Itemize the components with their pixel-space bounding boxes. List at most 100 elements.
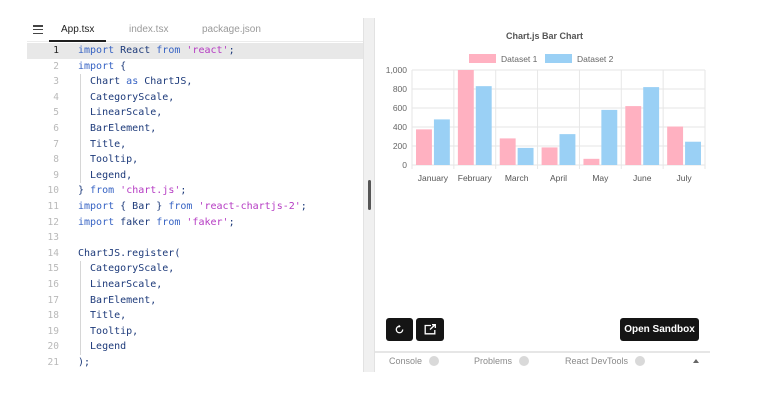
- code-line[interactable]: 3 Chart as ChartJS,: [27, 74, 363, 90]
- bar-february-1: [457, 70, 474, 165]
- code-text: import faker from 'faker';: [78, 215, 235, 231]
- code-text: } from 'chart.js';: [78, 183, 186, 199]
- code-token: from: [90, 185, 115, 197]
- line-number: 15: [47, 263, 59, 275]
- code-token: }: [78, 185, 91, 197]
- open-new-window-icon: [424, 324, 436, 335]
- code-token: LinearScale,: [78, 279, 163, 290]
- indent-guide: [80, 261, 81, 355]
- code-line[interactable]: 6 BarElement,: [27, 121, 363, 137]
- line-number: 10: [47, 185, 59, 197]
- bar-june-2: [643, 87, 660, 165]
- code-token: Tooltip,: [78, 325, 139, 337]
- bar-march-1: [499, 138, 516, 165]
- code-area[interactable]: 1 import React from 'react'; 2 import {3 Ch…: [27, 42, 363, 372]
- code-token: BarElement,: [78, 123, 157, 134]
- line-number: 14: [47, 247, 59, 259]
- code-line[interactable]: 15 CategoryScale,: [27, 261, 363, 277]
- code-text: CategoryScale,: [78, 90, 174, 106]
- code-token: import: [78, 216, 115, 228]
- x-tick-label: July: [677, 173, 693, 183]
- code-token: );: [78, 357, 91, 368]
- code-text: BarElement,: [78, 293, 156, 309]
- bar-january-1: [416, 129, 432, 165]
- code-token: CategoryScale,: [78, 91, 175, 103]
- open-sandbox-button[interactable]: Open Sandbox: [620, 318, 699, 341]
- menu-icon[interactable]: [33, 25, 43, 35]
- code-text: Title,: [78, 137, 126, 153]
- legend-label: Dataset 1: [501, 54, 538, 64]
- code-text: BarElement,: [78, 121, 156, 137]
- tab-app-tsx[interactable]: App.tsx: [48, 18, 107, 42]
- code-line[interactable]: 9 Legend,: [27, 168, 363, 184]
- code-token: Title,: [78, 138, 127, 150]
- react-devtools-tab-label: React DevTools: [565, 356, 629, 366]
- code-line[interactable]: 21);: [27, 355, 363, 371]
- tab-package-json[interactable]: package.json: [202, 24, 261, 35]
- code-text: import { Bar } from 'react-chartjs-2';: [78, 199, 307, 215]
- react-devtools-tab[interactable]: React DevTools: [565, 356, 646, 366]
- code-line[interactable]: 5 LinearScale,: [27, 105, 363, 121]
- line-number: 19: [47, 325, 59, 337]
- code-line[interactable]: 2 import {: [27, 59, 363, 75]
- problems-count-badge: [519, 356, 530, 366]
- code-text: LinearScale,: [78, 277, 162, 293]
- react-devtools-badge: [635, 356, 646, 366]
- code-text: Tooltip,: [78, 152, 138, 168]
- bar-chart: Chart.js Bar Chart Dataset 1 Dataset 2 0 200…: [386, 31, 706, 183]
- code-token: 'react-chartjs-2': [198, 201, 301, 212]
- refresh-button[interactable]: [386, 318, 413, 341]
- code-line[interactable]: 13: [27, 230, 363, 246]
- code-line[interactable]: 18 Title,: [27, 308, 363, 324]
- bar-april-2: [559, 134, 576, 165]
- y-tick-label: 800: [393, 84, 407, 94]
- bar-april-1: [541, 147, 558, 165]
- x-tick-label: January: [418, 173, 449, 183]
- x-tick-label: May: [592, 173, 609, 183]
- line-number: 8: [53, 154, 59, 166]
- code-text: Title,: [78, 308, 126, 324]
- code-line[interactable]: 16 LinearScale,: [27, 277, 363, 293]
- chevron-up-icon[interactable]: [693, 359, 699, 363]
- x-tick-label: April: [550, 173, 567, 183]
- line-number: 6: [53, 123, 59, 134]
- code-line[interactable]: 8 Tooltip,: [27, 152, 363, 168]
- bar-january-2: [433, 119, 450, 165]
- y-tick-label: 1,000: [386, 65, 408, 75]
- code-line[interactable]: 17 BarElement,: [27, 293, 363, 309]
- line-number: 20: [47, 341, 59, 353]
- code-line[interactable]: 12 import faker from 'faker';: [27, 215, 363, 231]
- bar-july-1: [667, 126, 684, 165]
- code-token: as: [126, 76, 139, 88]
- tab-index-tsx[interactable]: index.tsx: [129, 24, 169, 35]
- y-tick-label: 0: [402, 160, 407, 170]
- bar-june-1: [625, 106, 642, 165]
- code-line[interactable]: 19 Tooltip,: [27, 324, 363, 340]
- code-token: React: [114, 45, 157, 56]
- code-line[interactable]: 11 import { Bar } from 'react-chartjs-2';: [27, 199, 363, 215]
- code-token: Tooltip,: [78, 154, 139, 166]
- splitter-handle[interactable]: [368, 180, 371, 210]
- code-line[interactable]: 4 CategoryScale,: [27, 90, 363, 106]
- code-text: import {: [78, 59, 126, 75]
- code-token: ;: [180, 185, 187, 197]
- code-line[interactable]: 1 import React from 'react';: [27, 43, 363, 59]
- code-token: {: [114, 60, 127, 72]
- code-token: ;: [300, 201, 307, 212]
- code-token: from: [156, 216, 181, 228]
- indent-guide: [80, 74, 81, 184]
- code-line[interactable]: 14 ChartJS.register(: [27, 246, 363, 262]
- line-number: 18: [47, 310, 59, 322]
- problems-tab[interactable]: Problems: [474, 356, 530, 366]
- pane-splitter[interactable]: [363, 18, 375, 372]
- code-line[interactable]: 10 } from 'chart.js';: [27, 183, 363, 199]
- open-new-window-button[interactable]: [416, 318, 444, 341]
- line-number: 5: [53, 107, 59, 119]
- bar-march-2: [517, 147, 534, 165]
- code-line[interactable]: 7 Title,: [27, 137, 363, 153]
- x-tick-label: February: [458, 173, 493, 183]
- code-token: ;: [228, 216, 235, 228]
- code-text: Chart as ChartJS,: [78, 74, 192, 90]
- code-line[interactable]: 20 Legend: [27, 339, 363, 355]
- console-tab[interactable]: Console: [389, 356, 440, 366]
